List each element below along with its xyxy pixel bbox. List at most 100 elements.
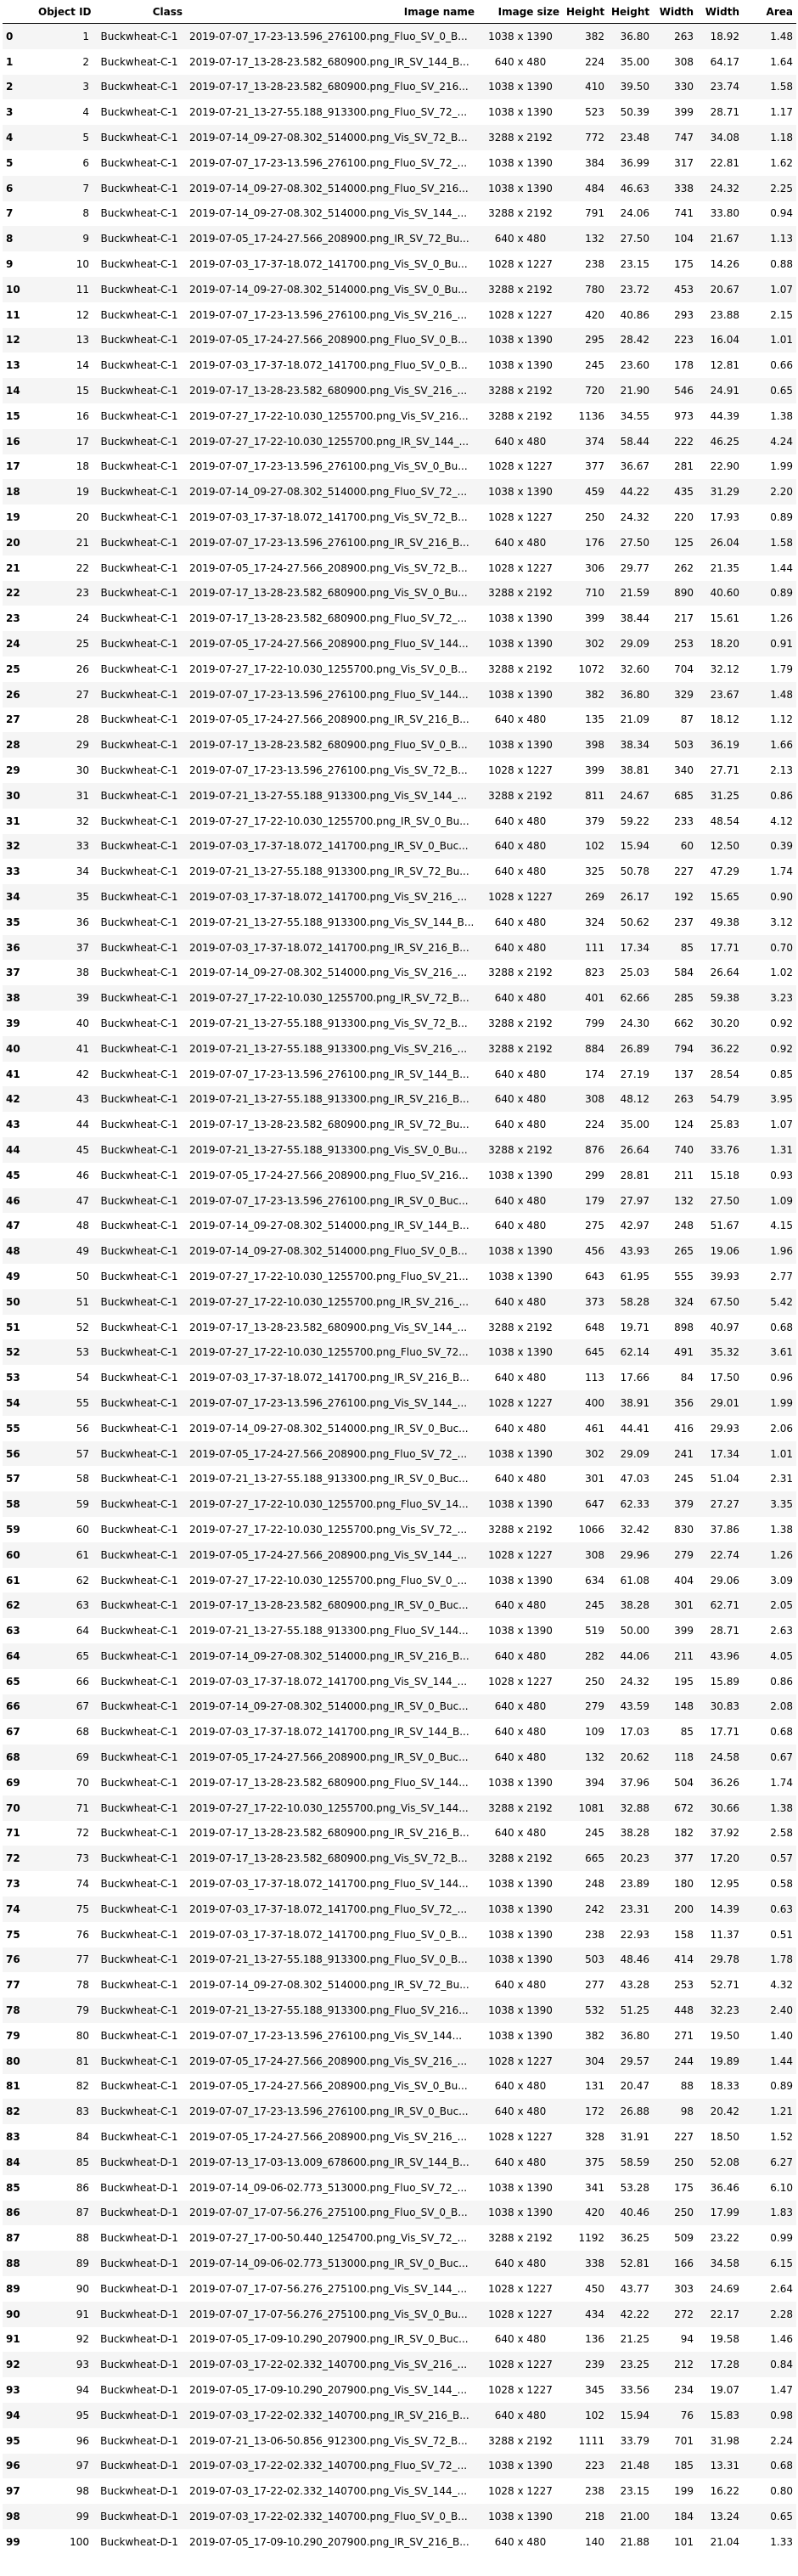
cell-object-id: 77 <box>76 1953 89 1966</box>
table-row: 75 76 Buckwheat-C-1 2019-07-03_17-37-18.072… <box>3 1922 796 1948</box>
cell-area: 1.44 <box>770 2055 793 2067</box>
cell-image-name: 2019-07-21_13-27-55.188_913300.png_Vis_S… <box>189 916 475 928</box>
cell-object-id: 17 <box>76 435 89 448</box>
cell-image-size: 640 x 480 <box>494 536 547 549</box>
cell-height-px: 410 <box>585 81 604 93</box>
cell-image-name: 2019-07-27_17-22-10.030_1255700.png_Vis_… <box>189 1523 468 1536</box>
cell-area: 2.20 <box>770 486 793 499</box>
cell-object-id: 79 <box>76 2004 89 2017</box>
table-row: 3 4 Buckwheat-C-1 2019-07-21_13-27-55.188_9… <box>3 99 796 125</box>
cell-image-name: 2019-07-05_17-24-27.566_208900.png_Fluo_… <box>189 1169 469 1181</box>
cell-image-size: 1038 x 1390 <box>488 1574 553 1587</box>
cell-height-px: 301 <box>585 1473 604 1485</box>
cell-class: Buckwheat-D-1 <box>100 2232 178 2245</box>
cell-width-pct: 36.22 <box>710 1042 739 1055</box>
cell-area: 2.08 <box>770 1700 793 1713</box>
cell-width-pct: 26.04 <box>710 536 739 549</box>
cell-height-pct: 17.34 <box>620 941 649 954</box>
cell-index: 59 <box>6 1523 20 1536</box>
cell-area: 0.92 <box>770 1017 793 1029</box>
cell-width-px: 704 <box>674 662 694 675</box>
table-row: 69 70 Buckwheat-C-1 2019-07-17_13-28-23.582… <box>3 1770 796 1795</box>
cell-width-px: 740 <box>674 1143 694 1156</box>
cell-width-px: 192 <box>674 890 694 903</box>
cell-height-pct: 31.91 <box>620 2131 649 2144</box>
cell-index: 93 <box>6 2384 20 2396</box>
cell-area: 3.09 <box>770 1574 793 1587</box>
cell-image-name: 2019-07-17_13-28-23.582_680900.png_Fluo_… <box>189 739 468 752</box>
cell-object-id: 74 <box>76 1878 89 1891</box>
table-row: 79 80 Buckwheat-C-1 2019-07-07_17-23-13.596… <box>3 2023 796 2049</box>
cell-index: 87 <box>6 2232 20 2245</box>
cell-class: Buckwheat-C-1 <box>100 283 178 296</box>
cell-class: Buckwheat-C-1 <box>100 1143 178 1156</box>
cell-image-size: 1038 x 1390 <box>488 1953 553 1966</box>
cell-area: 2.40 <box>770 2004 793 2017</box>
cell-height-px: 400 <box>585 1396 604 1409</box>
cell-height-px: 811 <box>585 789 604 802</box>
cell-height-px: 645 <box>585 1346 604 1359</box>
cell-height-pct: 50.62 <box>620 916 649 928</box>
cell-width-px: 253 <box>674 638 694 651</box>
cell-width-pct: 20.67 <box>710 283 739 296</box>
cell-width-pct: 35.32 <box>710 1346 739 1359</box>
cell-height-pct: 36.80 <box>620 2029 649 2042</box>
cell-width-pct: 25.83 <box>710 1119 739 1131</box>
cell-image-size: 1028 x 1227 <box>488 2359 553 2371</box>
cell-image-size: 640 x 480 <box>494 1093 547 1106</box>
cell-width-pct: 20.42 <box>710 2105 739 2118</box>
cell-height-px: 109 <box>585 1726 604 1739</box>
cell-width-pct: 36.19 <box>710 739 739 752</box>
cell-width-px: 245 <box>674 1473 694 1485</box>
cell-index: 41 <box>6 1068 20 1080</box>
cell-width-pct: 31.25 <box>710 789 739 802</box>
cell-class: Buckwheat-C-1 <box>100 789 178 802</box>
cell-image-size: 640 x 480 <box>494 1068 547 1080</box>
cell-image-size: 1038 x 1390 <box>488 81 553 93</box>
cell-width-px: 217 <box>674 612 694 625</box>
cell-height-px: 503 <box>585 1953 604 1966</box>
cell-index: 5 <box>6 156 14 169</box>
cell-width-pct: 52.71 <box>710 1979 739 1992</box>
cell-image-size: 1038 x 1390 <box>488 359 553 372</box>
cell-width-px: 233 <box>674 815 694 827</box>
cell-object-id: 41 <box>76 1042 89 1055</box>
cell-width-px: 453 <box>674 283 694 296</box>
cell-object-id: 53 <box>76 1346 89 1359</box>
table-row: 73 74 Buckwheat-C-1 2019-07-03_17-37-18.072… <box>3 1871 796 1897</box>
table-row: 38 39 Buckwheat-C-1 2019-07-27_17-22-10.030… <box>3 985 796 1012</box>
cell-class: Buckwheat-C-1 <box>100 1649 178 1662</box>
cell-image-size: 1038 x 1390 <box>488 1270 553 1282</box>
cell-index: 90 <box>6 2308 20 2320</box>
cell-class: Buckwheat-C-1 <box>100 1776 178 1789</box>
cell-width-px: 234 <box>674 2384 694 2396</box>
cell-class: Buckwheat-C-1 <box>100 1042 178 1055</box>
cell-height-px: 450 <box>585 2282 604 2295</box>
table-row: 36 37 Buckwheat-C-1 2019-07-03_17-37-18.072… <box>3 934 796 961</box>
cell-index: 80 <box>6 2055 20 2067</box>
cell-image-size: 640 x 480 <box>494 1372 547 1384</box>
cell-area: 0.65 <box>770 385 793 397</box>
cell-image-name: 2019-07-05_17-24-27.566_208900.png_IR_SV… <box>189 713 469 726</box>
cell-image-size: 640 x 480 <box>494 55 547 68</box>
cell-width-pct: 64.17 <box>710 55 739 68</box>
cell-height-pct: 23.31 <box>620 1902 649 1915</box>
cell-height-pct: 38.28 <box>620 1599 649 1612</box>
cell-image-size: 3288 x 2192 <box>488 2232 553 2245</box>
cell-image-size: 3288 x 2192 <box>488 132 553 144</box>
cell-width-px: 250 <box>674 2156 694 2168</box>
cell-area: 2.77 <box>770 1270 793 1282</box>
cell-height-pct: 27.19 <box>620 1068 649 1080</box>
cell-area: 3.12 <box>770 916 793 928</box>
cell-class: Buckwheat-C-1 <box>100 233 178 245</box>
cell-object-id: 60 <box>76 1523 89 1536</box>
cell-image-size: 640 x 480 <box>494 233 547 245</box>
cell-height-pct: 29.09 <box>620 1447 649 1460</box>
cell-index: 81 <box>6 2080 20 2093</box>
cell-height-pct: 42.22 <box>620 2308 649 2320</box>
cell-image-size: 640 x 480 <box>494 815 547 827</box>
cell-height-px: 384 <box>585 156 604 169</box>
cell-width-px: 125 <box>674 536 694 549</box>
cell-height-px: 275 <box>585 1220 604 1232</box>
cell-height-px: 647 <box>585 1498 604 1511</box>
